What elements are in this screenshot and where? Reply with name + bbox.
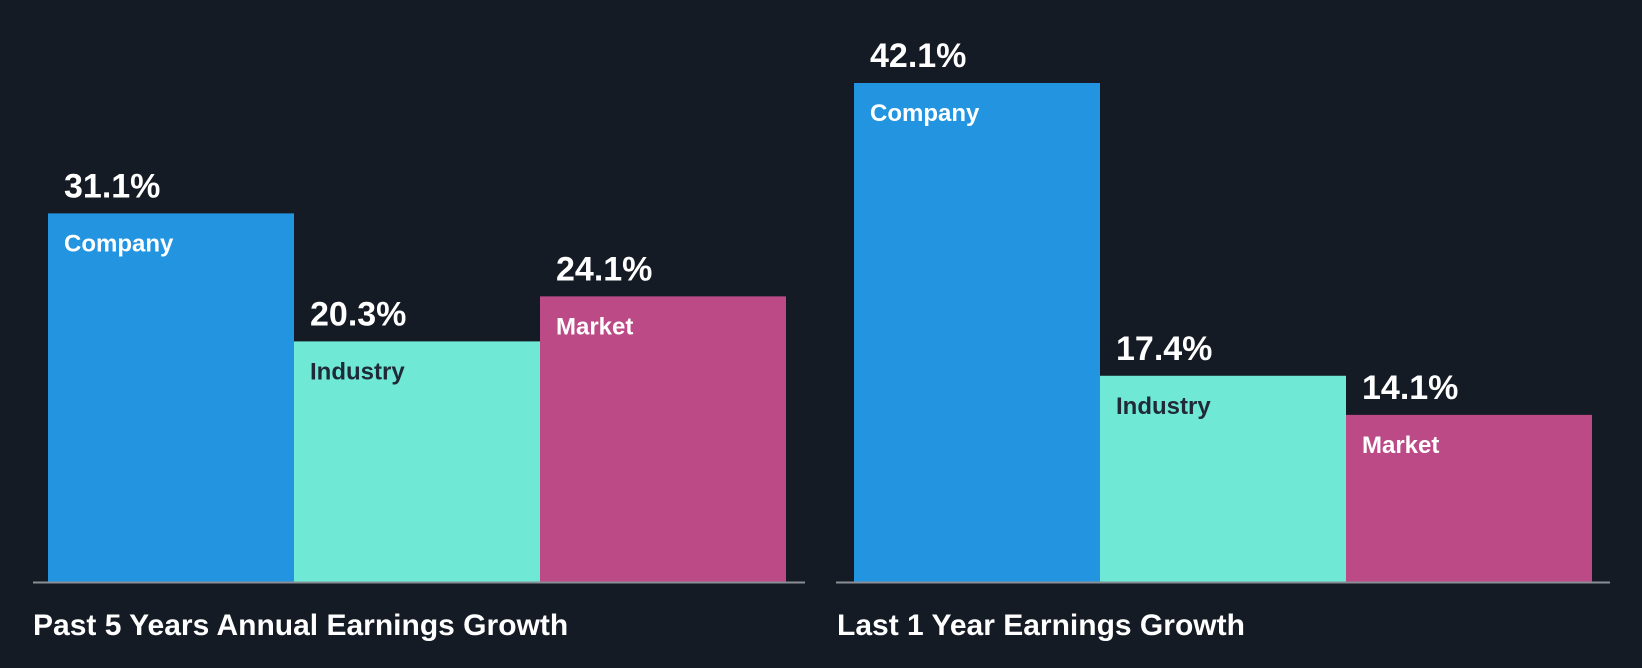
bar-company [48,213,294,582]
bar-label-company: Company [870,100,980,127]
chart-title: Past 5 Years Annual Earnings Growth [33,609,568,642]
bar-label-industry: Industry [1116,393,1211,420]
bar-company [854,83,1100,582]
bar-market [1346,414,1592,582]
value-label-industry: 20.3% [310,295,406,333]
bar-industry [294,341,540,582]
bar-industry [1100,375,1346,582]
chart-panel-2: 42.1% Company 17.4% Industry 14.1% Market Last… [836,37,1610,642]
bar-label-company: Company [64,230,174,257]
value-label-industry: 17.4% [1116,330,1212,368]
chart-title: Last 1 Year Earnings Growth [837,609,1245,642]
bar-label-market: Market [556,313,633,340]
value-label-market: 14.1% [1362,369,1458,407]
bar-label-market: Market [1362,432,1439,459]
value-label-market: 24.1% [556,250,652,288]
bar-label-industry: Industry [310,358,405,385]
value-label-company: 31.1% [64,167,160,205]
bar-market [540,296,786,582]
value-label-company: 42.1% [870,37,966,75]
chart-panel-1: 31.1% Company 20.3% Industry 24.1% Market Past… [33,167,805,642]
